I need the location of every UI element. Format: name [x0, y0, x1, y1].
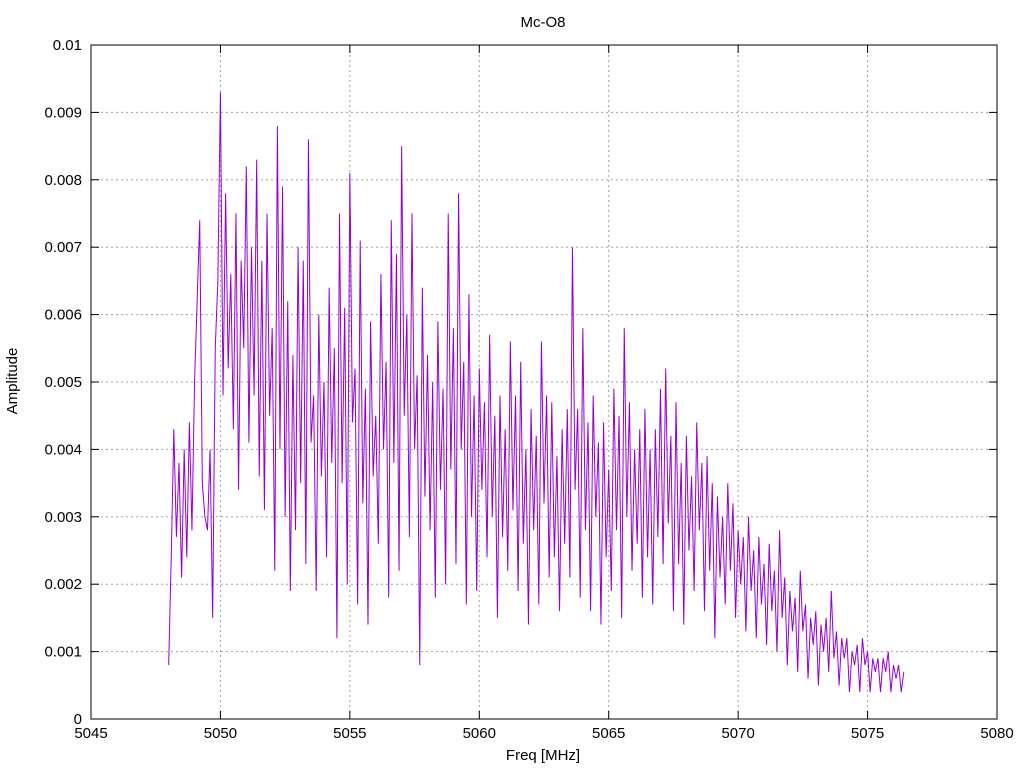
y-axis-label: Amplitude [4, 348, 21, 415]
x-tick-labels: 5045 5050 5055 5060 5065 5070 5075 5080 [74, 725, 1013, 742]
x-tick-label: 5055 [333, 725, 366, 742]
y-tick-label: 0.005 [44, 374, 82, 391]
y-tick-label: 0 [74, 711, 82, 728]
x-tick-label: 5060 [463, 725, 496, 742]
x-tick-label: 5070 [721, 725, 754, 742]
y-tick-label: 0.008 [44, 172, 82, 189]
tick-marks [90, 44, 998, 720]
series-line [168, 92, 905, 693]
y-tick-label: 0.006 [44, 307, 82, 324]
x-tick-label: 5065 [592, 725, 625, 742]
chart-title: Mc-O8 [521, 14, 566, 31]
y-tick-label: 0.002 [44, 576, 82, 593]
x-tick-label: 5080 [980, 725, 1013, 742]
y-tick-labels: 0 0.001 0.002 0.003 0.004 0.005 0.006 0.007 0.00… [44, 37, 82, 728]
y-tick-label: 0.007 [44, 239, 82, 256]
y-tick-label: 0.009 [44, 104, 82, 121]
y-tick-label: 0.003 [44, 509, 82, 526]
y-tick-label: 0.01 [53, 37, 82, 54]
y-tick-label: 0.004 [44, 441, 82, 458]
y-tick-label: 0.001 [44, 644, 82, 661]
grid-lines [91, 45, 997, 719]
x-tick-label: 5050 [204, 725, 237, 742]
x-axis-label: Freq [MHz] [506, 747, 580, 764]
x-tick-label: 5075 [851, 725, 884, 742]
x-tick-label: 5045 [74, 725, 107, 742]
series-layer [168, 92, 905, 693]
